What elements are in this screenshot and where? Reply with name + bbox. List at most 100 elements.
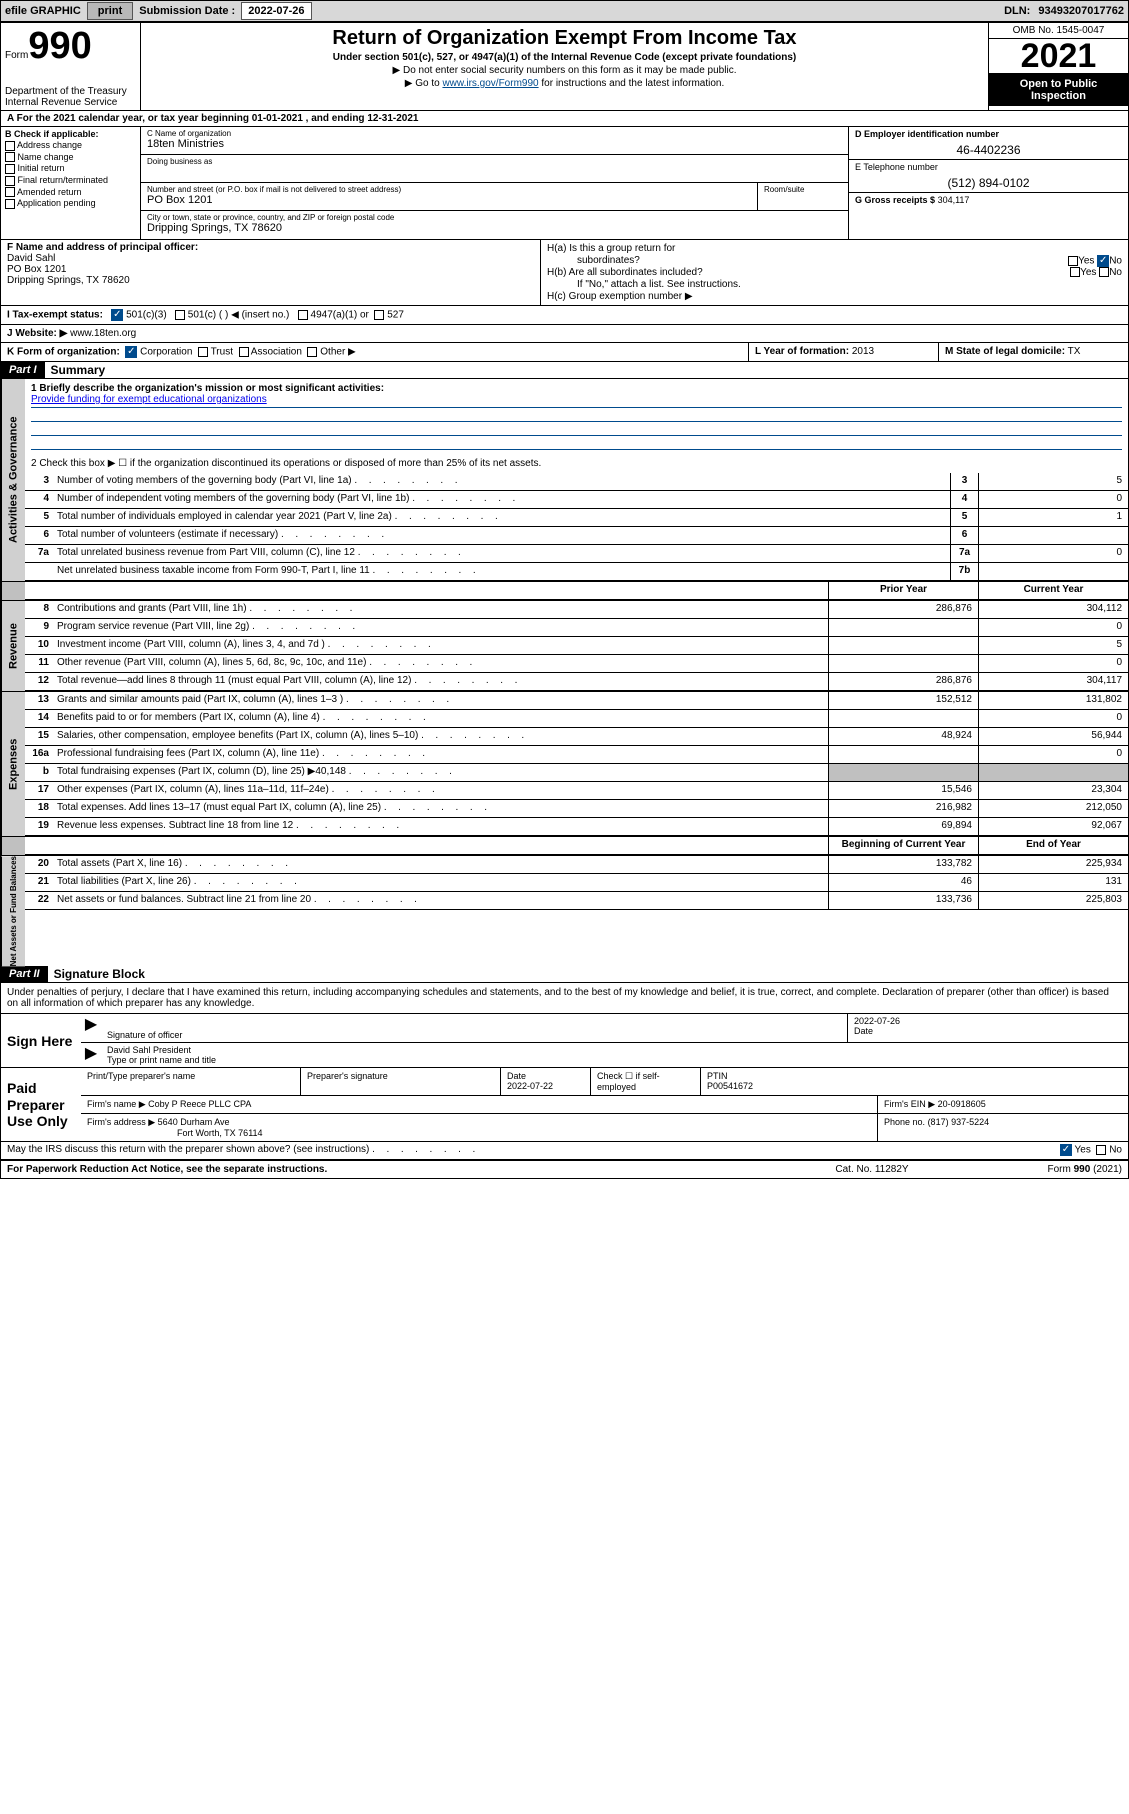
line-desc: Total assets (Part X, line 16) [53,856,828,873]
checkbox-icon[interactable] [1070,267,1080,277]
row-a-period: A For the 2021 calendar year, or tax yea… [1,111,1128,127]
dln-label: DLN: [1000,5,1034,17]
current-value: 0 [978,710,1128,727]
line-box: 7b [950,563,978,580]
prior-value: 48,924 [828,728,978,745]
city-value: Dripping Springs, TX 78620 [147,222,842,234]
line-number: 18 [25,800,53,817]
goto-prefix: ▶ Go to [405,78,443,89]
checkbox-icon[interactable] [5,187,15,197]
line-value [978,527,1128,544]
firm-addr-label: Firm's address ▶ [87,1117,155,1127]
irs-link[interactable]: www.irs.gov/Form990 [442,78,538,89]
firm-name-label: Firm's name ▶ [87,1099,146,1109]
print-button[interactable]: print [87,2,133,20]
current-value: 131 [978,874,1128,891]
ha-sub: subordinates? [577,255,640,266]
tel-label: E Telephone number [855,162,1122,172]
checkbox-icon[interactable] [5,141,15,151]
website-label: J Website: ▶ [7,328,67,339]
topbar: efile GRAPHIC print Submission Date : 20… [0,0,1129,22]
city-label: City or town, state or province, country… [147,213,842,222]
form-990: Form990 Department of the Treasury Inter… [0,22,1129,1179]
q1-label: 1 Briefly describe the organization's mi… [31,383,1122,394]
current-value: 56,944 [978,728,1128,745]
checkbox-icon[interactable] [1096,1145,1106,1155]
line-number: 20 [25,856,53,873]
subtitle-1: Under section 501(c), 527, or 4947(a)(1)… [147,52,982,63]
efile-label: efile GRAPHIC [1,5,85,17]
checkbox-icon[interactable] [5,176,15,186]
current-value: 212,050 [978,800,1128,817]
prep-date-label: Date [507,1071,584,1081]
officer-addr1: PO Box 1201 [7,264,534,275]
line-number: 19 [25,818,53,835]
q2-text: 2 Check this box ▶ ☐ if the organization… [25,454,1128,473]
checkbox-icon[interactable] [5,152,15,162]
prior-value [828,655,978,672]
line-desc: Benefits paid to or for members (Part IX… [53,710,828,727]
subtitle-2: ▶ Do not enter social security numbers o… [147,65,982,76]
checkbox-icon[interactable] [298,310,308,320]
line-desc: Salaries, other compensation, employee b… [53,728,828,745]
firm-name: Coby P Reece PLLC CPA [148,1099,251,1109]
line-number: 10 [25,637,53,654]
line-desc: Program service revenue (Part VIII, line… [53,619,828,636]
sig-name: David Sahl President [107,1045,1122,1055]
part1-title: Summary [45,363,106,377]
paid-preparer-label: Paid Preparer Use Only [1,1068,81,1141]
prep-date: 2022-07-22 [507,1081,584,1091]
checkbox-icon[interactable] [198,347,208,357]
line-number: 14 [25,710,53,727]
tax-exempt-label: I Tax-exempt status: [7,310,103,321]
firm-ein: 20-0918605 [938,1099,986,1109]
checkbox-icon[interactable] [1068,256,1078,266]
prior-value: 133,782 [828,856,978,873]
line-number: 16a [25,746,53,763]
line-desc: Grants and similar amounts paid (Part IX… [53,692,828,709]
prep-sig-label: Preparer's signature [301,1068,501,1095]
line-number [25,563,53,580]
line-number: 7a [25,545,53,562]
line-value: 0 [978,491,1128,508]
line-desc: Net unrelated business taxable income fr… [53,563,950,580]
checkbox-icon[interactable] [5,199,15,209]
checkbox-icon[interactable] [5,164,15,174]
prior-value: 46 [828,874,978,891]
dept-label: Department of the Treasury [5,86,136,97]
line-desc: Number of independent voting members of … [53,491,950,508]
line-desc: Net assets or fund balances. Subtract li… [53,892,828,909]
checkbox-icon[interactable] [1099,267,1109,277]
current-value: 225,934 [978,856,1128,873]
line-value: 5 [978,473,1128,490]
checkbox-icon[interactable] [307,347,317,357]
phone-value: (817) 937-5224 [928,1117,990,1127]
prior-value [828,764,978,781]
line-number: 11 [25,655,53,672]
line-desc: Contributions and grants (Part VIII, lin… [53,601,828,618]
line-desc: Investment income (Part VIII, column (A)… [53,637,828,654]
prep-name-label: Print/Type preparer's name [81,1068,301,1095]
tax-year: 2021 [989,39,1128,74]
line-desc: Total fundraising expenses (Part IX, col… [53,764,828,781]
ptin-value: P00541672 [707,1081,1122,1091]
sign-here-label: Sign Here [1,1014,81,1067]
checkbox-icon[interactable] [239,347,249,357]
checked-icon: ✓ [111,309,123,321]
mission-text[interactable]: Provide funding for exempt educational o… [31,394,267,405]
sig-officer-label: Signature of officer [107,1030,841,1040]
current-value: 0 [978,746,1128,763]
line-number: 3 [25,473,53,490]
current-value: 304,117 [978,673,1128,690]
checkbox-icon[interactable] [175,310,185,320]
arrow-icon: ▶ [81,1043,101,1067]
checkbox-icon[interactable] [374,310,384,320]
current-value: 225,803 [978,892,1128,909]
officer-label: F Name and address of principal officer: [7,242,534,253]
line-number: 9 [25,619,53,636]
current-value: 23,304 [978,782,1128,799]
addr-value: PO Box 1201 [147,194,751,206]
line-number: 8 [25,601,53,618]
officer-addr2: Dripping Springs, TX 78620 [7,275,534,286]
officer-name: David Sahl [7,253,534,264]
